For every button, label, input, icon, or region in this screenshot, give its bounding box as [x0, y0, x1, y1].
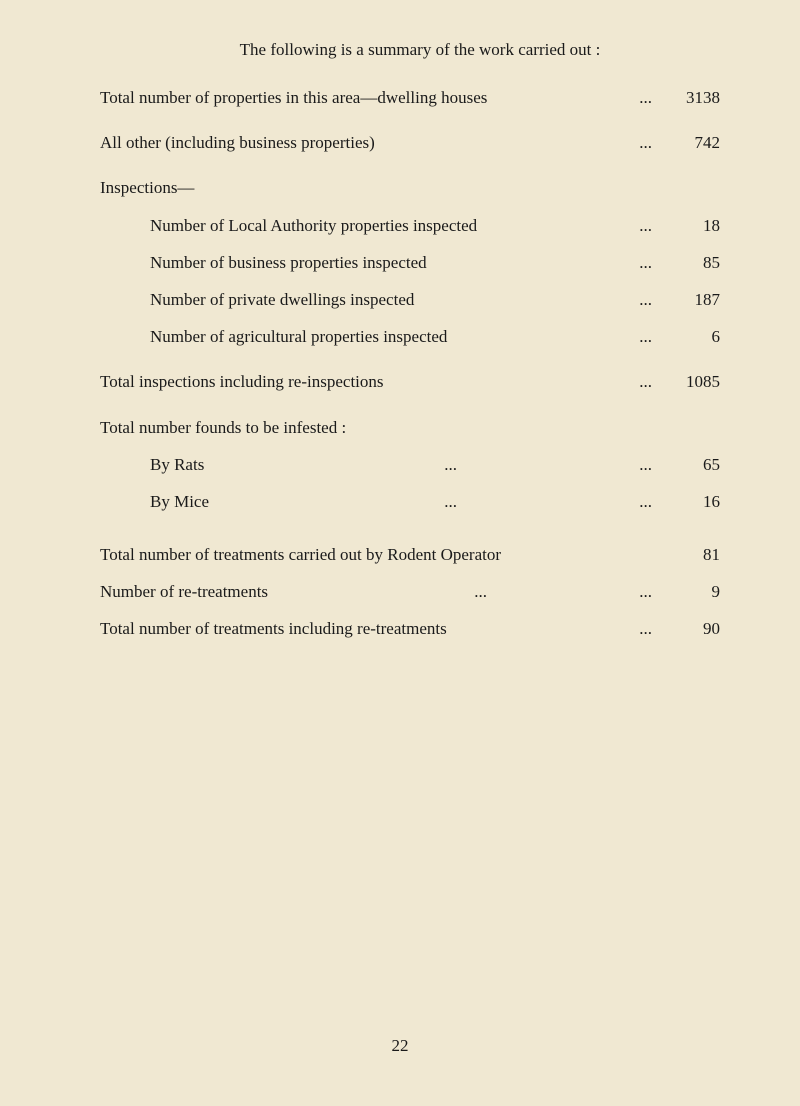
row-mid-dots: ... [270, 488, 631, 515]
row-dots: ... [639, 578, 652, 605]
row-mid-dots: ... [270, 451, 631, 478]
row-value: 9 [660, 578, 720, 605]
treatment-row: Number of re-treatments ... ... 9 [100, 578, 720, 605]
row-label: Total number of treatments including re-… [100, 615, 631, 642]
row-value: 81 [660, 541, 720, 568]
row-dots: ... [639, 615, 652, 642]
row-value: 18 [660, 212, 720, 239]
row-mid-dots: ... [330, 578, 631, 605]
row-dots: ... [639, 129, 652, 156]
row-value: 85 [660, 249, 720, 276]
page-number: 22 [0, 1036, 800, 1056]
row-value: 65 [660, 451, 720, 478]
treatment-row: Total number of treatments carried out b… [100, 541, 720, 568]
row-label: Number of private dwellings inspected [150, 286, 631, 313]
row-dots: ... [639, 249, 652, 276]
row-dots: ... [639, 451, 652, 478]
row-dots: ... [639, 286, 652, 313]
row-value: 187 [660, 286, 720, 313]
inspection-row: Number of Local Authority properties ins… [100, 212, 720, 239]
total-inspections-row: Total inspections including re-inspectio… [100, 368, 720, 395]
infested-header: Total number founds to be infested : [100, 414, 720, 441]
row-label: By Rats [150, 451, 270, 478]
row-label: All other (including business properties… [100, 129, 631, 156]
intro-text: The following is a summary of the work c… [120, 40, 720, 60]
row-value: 3138 [660, 84, 720, 111]
inspection-row: Number of private dwellings inspected ..… [100, 286, 720, 313]
summary-row: All other (including business properties… [100, 129, 720, 156]
row-label: Total number of properties in this area—… [100, 84, 631, 111]
row-label: Number of Local Authority properties ins… [150, 212, 631, 239]
inspections-header: Inspections— [100, 174, 720, 201]
row-value: 16 [660, 488, 720, 515]
row-dots: ... [639, 488, 652, 515]
summary-row: Total number of properties in this area—… [100, 84, 720, 111]
row-dots: ... [639, 368, 652, 395]
row-label: Number of agricultural properties inspec… [150, 323, 631, 350]
row-value: 90 [660, 615, 720, 642]
row-label: Total number of treatments carried out b… [100, 541, 660, 568]
row-dots: ... [639, 323, 652, 350]
row-label: By Mice [150, 488, 270, 515]
row-value: 1085 [660, 368, 720, 395]
infested-row: By Mice ... ... 16 [100, 488, 720, 515]
row-dots: ... [639, 212, 652, 239]
treatment-row: Total number of treatments including re-… [100, 615, 720, 642]
row-value: 742 [660, 129, 720, 156]
infested-row: By Rats ... ... 65 [100, 451, 720, 478]
row-value: 6 [660, 323, 720, 350]
inspection-row: Number of agricultural properties inspec… [100, 323, 720, 350]
row-label: Number of re-treatments [100, 578, 330, 605]
inspection-row: Number of business properties inspected … [100, 249, 720, 276]
row-label: Number of business properties inspected [150, 249, 631, 276]
row-label: Total inspections including re-inspectio… [100, 368, 631, 395]
row-dots: ... [639, 84, 652, 111]
